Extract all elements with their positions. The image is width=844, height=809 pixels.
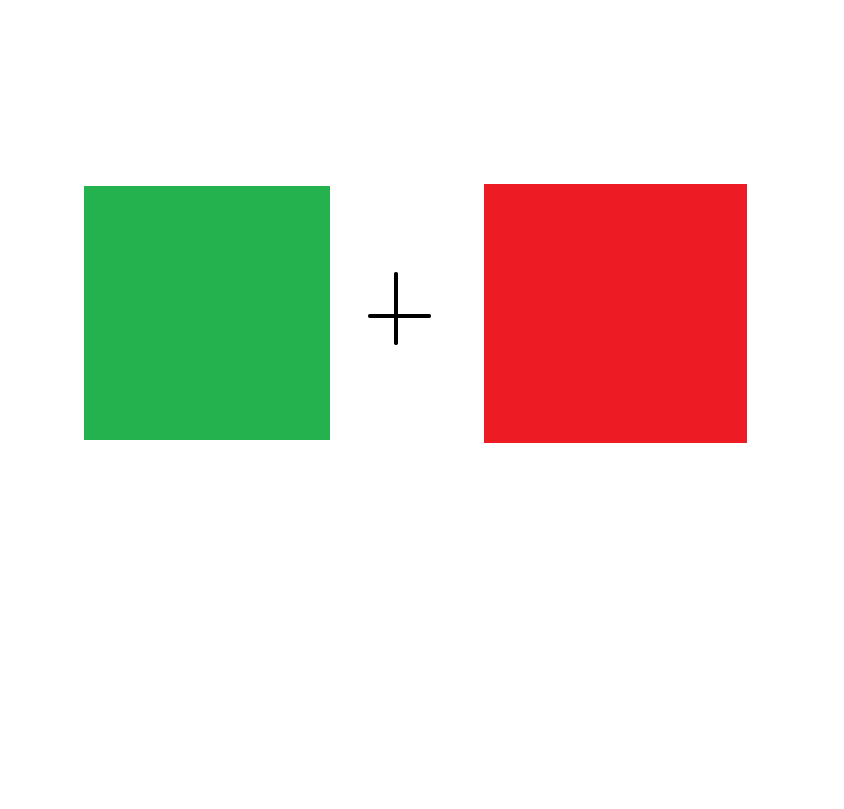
green-square: [84, 186, 330, 440]
plus-icon: [368, 272, 431, 345]
red-square: [484, 184, 747, 443]
